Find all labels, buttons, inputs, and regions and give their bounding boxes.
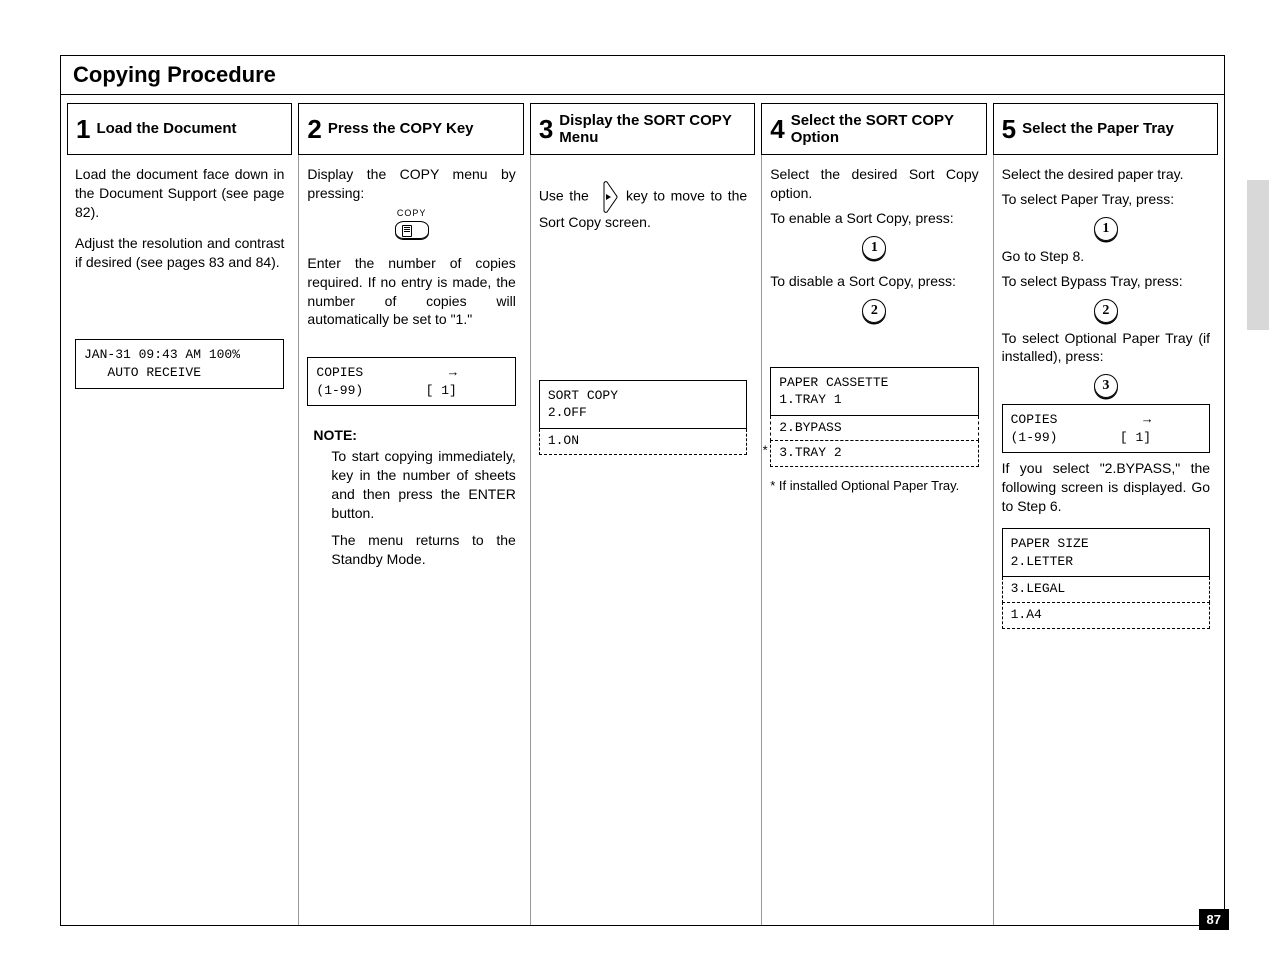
note-p2: The menu returns to the Standby Mode. <box>313 531 515 569</box>
step-1: 1 Load the Document Load the document fa… <box>67 103 292 925</box>
section-title-bar: Copying Procedure <box>61 56 1224 95</box>
step-3: 3 Display the SORT COPY Menu Use the key… <box>530 103 755 925</box>
step-4-p1: Select the desired Sort Copy option. <box>770 165 978 203</box>
step-1-title: Load the Document <box>96 120 236 137</box>
steps-row: 1 Load the Document Load the document fa… <box>61 95 1224 925</box>
step-4-p3: To disable a Sort Copy, press: <box>770 272 978 291</box>
step-5-lcd2-ext1: 3.LEGAL <box>1002 577 1210 603</box>
step-1-num: 1 <box>76 116 90 142</box>
step-4-body: Select the desired Sort Copy option. To … <box>761 155 986 925</box>
step-5-title: Select the Paper Tray <box>1022 120 1174 137</box>
step-2-header: 2 Press the COPY Key <box>298 103 523 155</box>
step-5-lcd2-ext2: 1.A4 <box>1002 602 1210 629</box>
key-2-icon: 2 <box>862 299 886 323</box>
copy-key: COPY <box>307 207 515 244</box>
p-pre: Use the <box>539 188 595 204</box>
asterisk-mark: * <box>761 442 769 463</box>
step-4-footnote: * If installed Optional Paper Tray. <box>770 477 978 495</box>
step-5: 5 Select the Paper Tray Select the desir… <box>993 103 1218 925</box>
step-3-body: Use the key to move to the Sort Copy scr… <box>530 155 755 925</box>
lcd-line: PAPER SIZE <box>1011 536 1089 551</box>
note-p1: To start copying immediately, key in the… <box>313 447 515 523</box>
step-5-p5: To select Optional Paper Tray (if instal… <box>1002 329 1210 367</box>
step-2-p2: Enter the number of copies required. If … <box>307 254 515 330</box>
copy-key-label: COPY <box>307 207 515 219</box>
step-3-title: Display the SORT COPY Menu <box>559 112 746 147</box>
lcd-line: 2.LETTER <box>1011 554 1073 569</box>
step-1-header: 1 Load the Document <box>67 103 292 155</box>
step-3-header: 3 Display the SORT COPY Menu <box>530 103 755 155</box>
step-3-lcd: SORT COPY 2.OFF <box>539 380 747 429</box>
step-2-note: NOTE: To start copying immediately, key … <box>307 426 515 568</box>
page-frame: Copying Procedure 1 Load the Document Lo… <box>60 55 1225 926</box>
step-2-title: Press the COPY Key <box>328 120 474 137</box>
step-4-header: 4 Select the SORT COPY Option <box>761 103 986 155</box>
step-2-body: Display the COPY menu by pressing: COPY … <box>298 155 523 925</box>
page-number: 87 <box>1199 909 1229 930</box>
lcd-line: COPIES → <box>1011 412 1151 427</box>
side-tab <box>1247 180 1269 330</box>
key-1-icon: 1 <box>1094 217 1118 241</box>
step-2-p1: Display the COPY menu by pressing: <box>307 165 515 203</box>
step-5-body: Select the desired paper tray. To select… <box>993 155 1218 925</box>
lcd-line: AUTO RECEIVE <box>84 365 201 380</box>
btn5-1: 1 <box>1002 215 1210 243</box>
lcd-line: COPIES → <box>316 365 456 380</box>
step-1-lcd: JAN-31 09:43 AM 100% AUTO RECEIVE <box>75 339 284 388</box>
right-arrow-key-icon <box>596 181 618 213</box>
lcd-line: JAN-31 09:43 AM 100% <box>84 347 240 362</box>
btn5-2: 2 <box>1002 297 1210 325</box>
btn-1-wrap: 1 <box>770 234 978 262</box>
step-4-title: Select the SORT COPY Option <box>791 112 978 147</box>
step-5-lcd2: PAPER SIZE 2.LETTER <box>1002 528 1210 577</box>
btn-2-wrap: 2 <box>770 297 978 325</box>
lcd-line: 1.TRAY 1 <box>779 392 841 407</box>
step-5-num: 5 <box>1002 116 1016 142</box>
step-1-body: Load the document face down in the Docum… <box>67 155 292 925</box>
step-5-p6: If you select "2.BYPASS," the following … <box>1002 459 1210 516</box>
step-5-p1: Select the desired paper tray. <box>1002 165 1210 184</box>
step-5-p2: To select Paper Tray, press: <box>1002 190 1210 209</box>
note-label: NOTE: <box>313 426 515 445</box>
btn5-3: 3 <box>1002 372 1210 400</box>
step-3-num: 3 <box>539 116 553 142</box>
step-4: 4 Select the SORT COPY Option Select the… <box>761 103 986 925</box>
step-3-p1: Use the key to move to the Sort Copy scr… <box>539 181 747 232</box>
step-5-lcd1: COPIES → (1-99) [ 1] <box>1002 404 1210 453</box>
step-5-p4: To select Bypass Tray, press: <box>1002 272 1210 291</box>
lcd-line: (1-99) [ 1] <box>1011 430 1151 445</box>
step-5-p3: Go to Step 8. <box>1002 247 1210 266</box>
step-1-p1: Load the document face down in the Docum… <box>75 165 284 222</box>
key-1-icon: 1 <box>862 236 886 260</box>
key-3-icon: 3 <box>1094 374 1118 398</box>
copy-key-icon <box>395 221 429 239</box>
step-2-lcd: COPIES → (1-99) [ 1] <box>307 357 515 406</box>
step-4-lcd-ext1: 2.BYPASS <box>770 416 978 442</box>
lcd-line: PAPER CASSETTE <box>779 375 888 390</box>
step-1-p2: Adjust the resolution and contrast if de… <box>75 234 284 272</box>
step-2: 2 Press the COPY Key Display the COPY me… <box>298 103 523 925</box>
section-title: Copying Procedure <box>73 62 276 87</box>
lcd-line: (1-99) [ 1] <box>316 383 456 398</box>
step-5-header: 5 Select the Paper Tray <box>993 103 1218 155</box>
step-4-lcd: PAPER CASSETTE 1.TRAY 1 <box>770 367 978 416</box>
lcd-line: 2.OFF <box>548 405 587 420</box>
step-4-num: 4 <box>770 116 784 142</box>
step-4-p2: To enable a Sort Copy, press: <box>770 209 978 228</box>
step-2-num: 2 <box>307 116 321 142</box>
key-2-icon: 2 <box>1094 299 1118 323</box>
step-3-lcd-ext1: 1.ON <box>539 429 747 455</box>
step-4-lcd-ext2: 3.TRAY 2 <box>770 440 978 467</box>
lcd-line: SORT COPY <box>548 388 618 403</box>
